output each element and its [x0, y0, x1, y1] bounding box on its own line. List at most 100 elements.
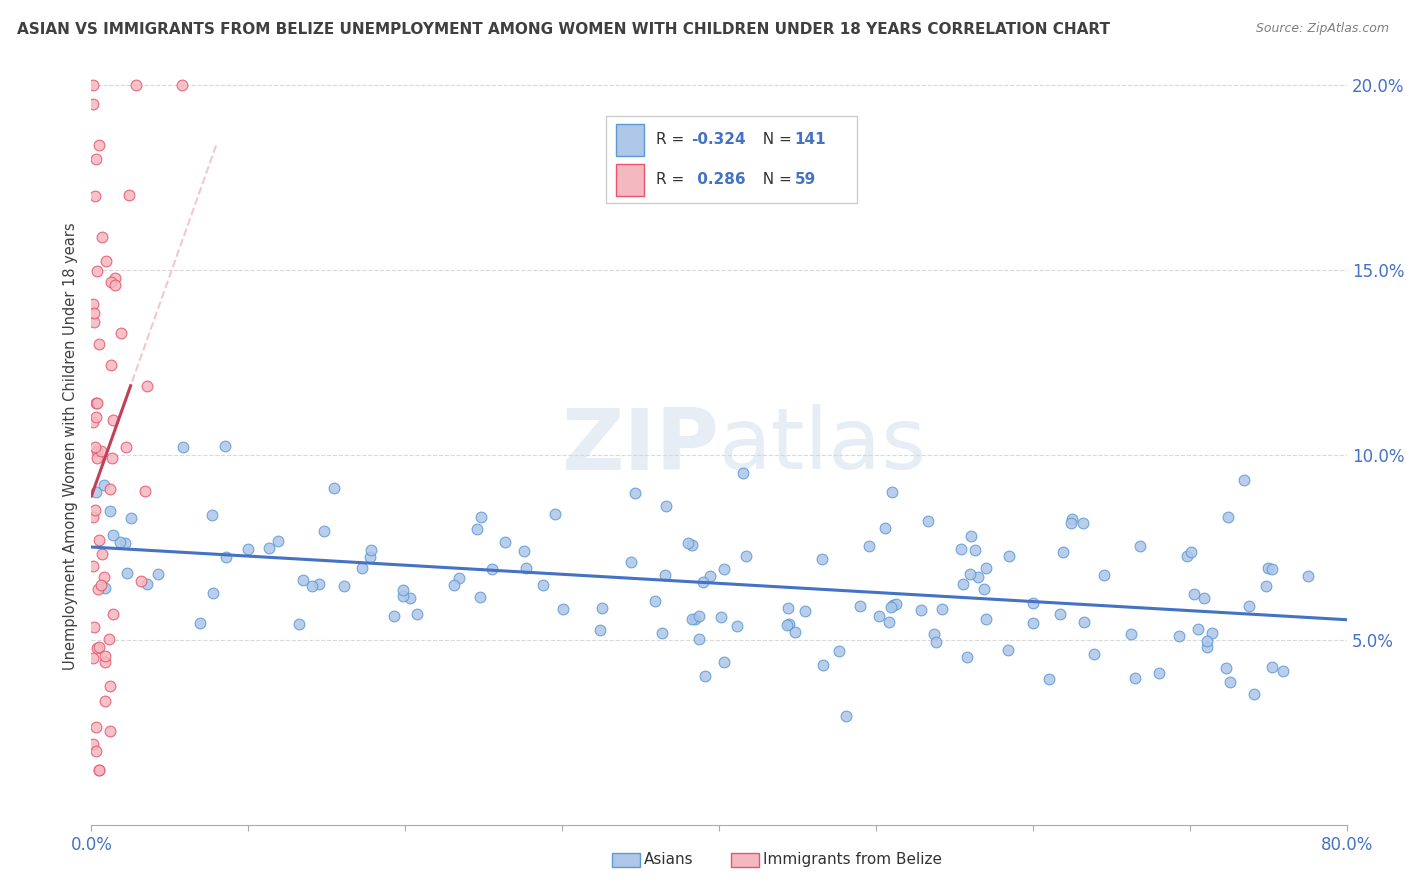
Point	[963, 542, 986, 557]
Point	[922, 627, 945, 641]
Point	[96, 254, 118, 268]
Point	[931, 601, 953, 615]
Text: ASIAN VS IMMIGRANTS FROM BELIZE UNEMPLOYMENT AMONG WOMEN WITH CHILDREN UNDER 18 : ASIAN VS IMMIGRANTS FROM BELIZE UNEMPLOY…	[17, 22, 1109, 37]
Text: Immigrants from Belize: Immigrants from Belize	[763, 853, 942, 867]
Point	[238, 541, 260, 556]
Point	[84, 396, 107, 410]
Point	[783, 624, 806, 639]
Point	[120, 511, 142, 525]
Point	[84, 153, 107, 167]
Point	[82, 415, 104, 429]
Point	[308, 577, 330, 591]
Point	[858, 539, 880, 553]
Point	[82, 510, 104, 524]
Point	[288, 617, 311, 632]
Point	[84, 440, 107, 454]
Point	[544, 507, 567, 521]
Point	[118, 188, 141, 202]
Point	[350, 561, 373, 575]
Point	[973, 582, 995, 596]
Point	[1022, 615, 1045, 630]
Point	[620, 556, 643, 570]
Point	[214, 549, 236, 564]
Point	[695, 669, 717, 683]
Point	[589, 623, 612, 637]
Point	[1216, 509, 1239, 524]
Point	[449, 571, 471, 585]
Point	[877, 615, 900, 629]
Point	[776, 618, 799, 632]
Point	[134, 484, 156, 499]
Point	[82, 78, 104, 93]
Point	[91, 230, 114, 244]
Point	[952, 577, 974, 591]
Point	[655, 500, 678, 514]
Point	[382, 608, 405, 623]
Point	[676, 536, 699, 550]
Point	[956, 650, 979, 665]
Point	[1261, 562, 1284, 576]
Point	[811, 658, 834, 673]
Text: 0.286: 0.286	[692, 172, 745, 187]
Text: 141: 141	[794, 132, 827, 147]
Point	[82, 737, 104, 751]
Text: R =: R =	[657, 172, 689, 187]
Point	[94, 648, 117, 663]
Point	[86, 451, 108, 466]
Text: 59: 59	[794, 172, 815, 187]
FancyBboxPatch shape	[616, 124, 644, 155]
Point	[959, 529, 981, 543]
Point	[997, 643, 1019, 657]
Point	[90, 444, 112, 458]
Text: -0.324: -0.324	[692, 132, 747, 147]
Point	[100, 359, 122, 373]
Point	[925, 634, 948, 648]
Point	[967, 570, 990, 584]
Point	[93, 570, 115, 584]
Point	[1243, 688, 1265, 702]
Point	[1257, 561, 1279, 575]
Point	[688, 632, 710, 646]
Point	[513, 544, 536, 558]
Point	[101, 607, 124, 622]
Point	[793, 604, 815, 618]
Point	[101, 450, 124, 465]
Point	[692, 574, 714, 589]
Point	[94, 694, 117, 708]
Point	[84, 744, 107, 758]
Point	[1125, 671, 1147, 685]
Point	[125, 78, 148, 93]
Text: Asians: Asians	[644, 853, 693, 867]
Point	[86, 264, 108, 278]
Point	[1233, 473, 1256, 487]
Point	[1049, 607, 1071, 621]
FancyBboxPatch shape	[606, 116, 858, 203]
Point	[828, 644, 851, 658]
Point	[710, 609, 733, 624]
Point	[93, 656, 115, 670]
Point	[98, 482, 121, 496]
Point	[188, 616, 211, 631]
Point	[104, 277, 127, 292]
Y-axis label: Unemployment Among Women with Children Under 18 years: Unemployment Among Women with Children U…	[62, 222, 77, 670]
Point	[93, 478, 115, 492]
Point	[82, 650, 104, 665]
Point	[1022, 596, 1045, 610]
Point	[146, 567, 169, 582]
Point	[1194, 591, 1216, 606]
Point	[86, 444, 108, 458]
Point	[98, 679, 121, 693]
Point	[98, 504, 121, 518]
Point	[86, 640, 108, 655]
Text: R =: R =	[657, 132, 689, 147]
Point	[104, 270, 127, 285]
Point	[591, 601, 613, 615]
Point	[998, 549, 1021, 564]
Point	[83, 502, 105, 516]
Point	[292, 573, 315, 587]
Point	[82, 297, 104, 311]
Point	[86, 582, 108, 596]
Point	[392, 589, 415, 603]
Point	[114, 535, 136, 549]
Point	[868, 609, 890, 624]
